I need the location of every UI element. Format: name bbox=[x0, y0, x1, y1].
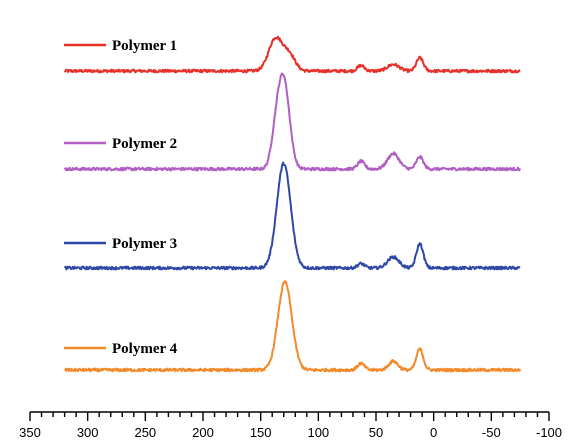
series-line-1 bbox=[63, 35, 521, 74]
series-line-2 bbox=[63, 72, 522, 172]
x-tick-label: 200 bbox=[192, 425, 214, 440]
spectra-traces bbox=[63, 35, 522, 373]
legend-label-4: Polymer 4 bbox=[112, 341, 178, 357]
x-tick-label: 350 bbox=[19, 425, 41, 440]
x-axis: 350 300 250 200 150 100 50 0 -50 -100 bbox=[19, 411, 562, 440]
series-line-3 bbox=[63, 161, 521, 271]
x-tick-label: -50 bbox=[482, 425, 501, 440]
x-tick-label: 250 bbox=[134, 425, 156, 440]
x-tick-label: -100 bbox=[536, 425, 562, 440]
series-line-4 bbox=[63, 280, 522, 373]
legend-label-2: Polymer 2 bbox=[112, 136, 177, 152]
legend: Polymer 1 Polymer 2 Polymer 3 Polymer 4 bbox=[64, 38, 178, 357]
x-tick-label: 50 bbox=[369, 425, 383, 440]
x-tick-label: 0 bbox=[430, 425, 437, 440]
x-tick-label: 300 bbox=[77, 425, 99, 440]
legend-label-3: Polymer 3 bbox=[112, 236, 177, 252]
x-tick-label: 150 bbox=[250, 425, 272, 440]
legend-label-1: Polymer 1 bbox=[112, 38, 177, 54]
x-tick-label: 100 bbox=[307, 425, 329, 440]
